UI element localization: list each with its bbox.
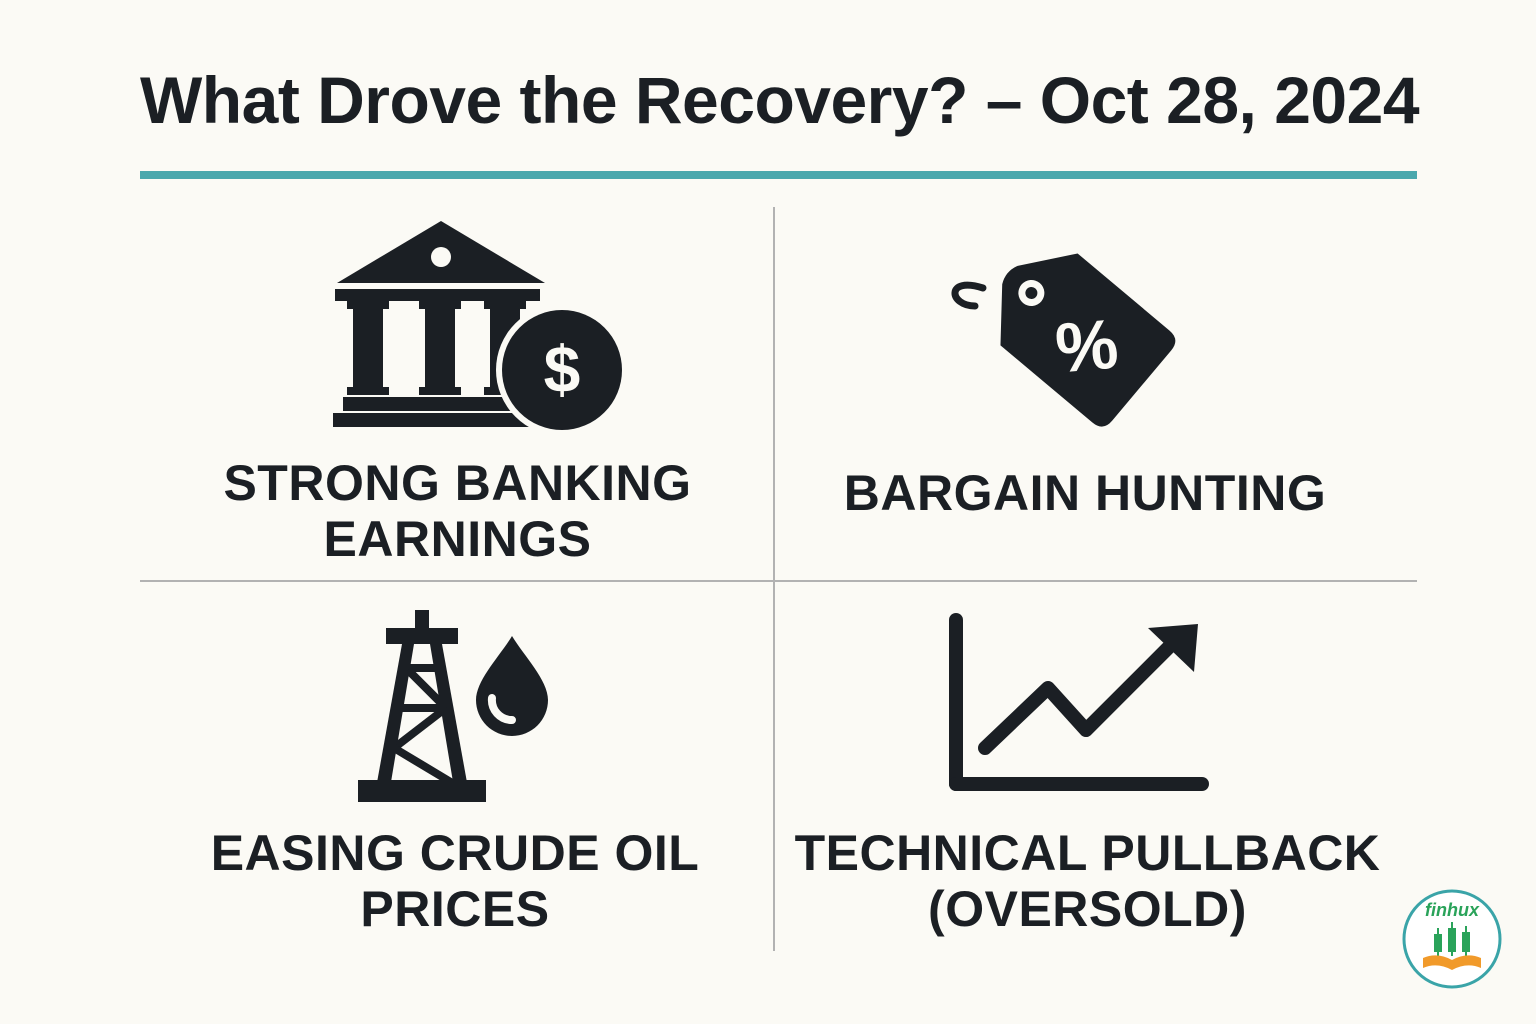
factor-label-line1: TECHNICAL PULLBACK [794, 825, 1381, 881]
horizontal-divider [140, 580, 1417, 582]
oil-derrick-drop-icon [358, 610, 548, 802]
factor-label-line1: STRONG BANKING [223, 455, 692, 511]
percent-tag-icon: % [951, 253, 1176, 427]
title-underline [140, 171, 1417, 179]
factor-label-bargain: BARGAIN HUNTING [790, 465, 1380, 521]
factor-label-line2: EARNINGS [323, 511, 592, 567]
finhux-logo: finhux [1401, 888, 1503, 990]
factor-label-line2: (OVERSOLD) [928, 881, 1247, 937]
finhux-logo-icon [1402, 889, 1502, 989]
vertical-divider [773, 207, 775, 951]
factor-label-line1: BARGAIN HUNTING [843, 465, 1327, 521]
rising-chart-icon [949, 613, 1209, 791]
factor-label-line1: EASING CRUDE OIL [210, 825, 700, 881]
factor-label-oil: EASING CRUDE OIL PRICES [155, 825, 755, 937]
page-title: What Drove the Recovery? – Oct 28, 2024 [140, 63, 1420, 137]
factor-label-technical: TECHNICAL PULLBACK (OVERSOLD) [790, 825, 1385, 937]
svg-text:%: % [1052, 304, 1121, 387]
logo-text: finhux [1425, 900, 1479, 920]
svg-text:$: $ [544, 332, 581, 406]
factor-label-line2: PRICES [360, 881, 550, 937]
bank-dollar-icon: $ [333, 221, 628, 436]
factor-label-banking: STRONG BANKING EARNINGS [160, 455, 755, 567]
